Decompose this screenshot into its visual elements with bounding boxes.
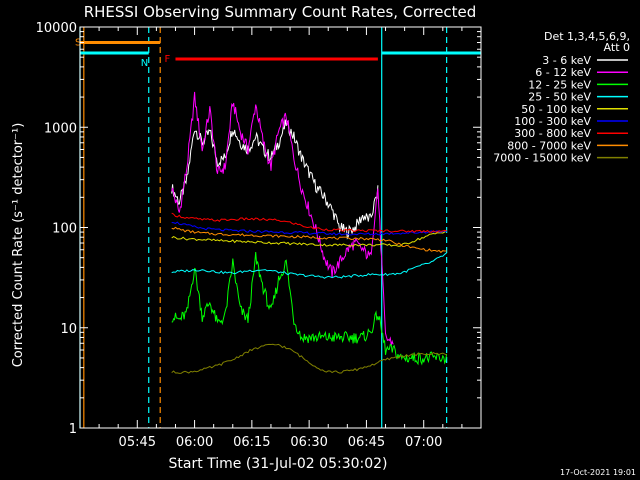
series-line-1	[171, 91, 394, 346]
chart-title: RHESSI Observing Summary Count Rates, Co…	[84, 3, 477, 21]
legend-label-8: 7000 - 15000 keV	[493, 152, 591, 165]
legend-label-7: 800 - 7000 keV	[507, 139, 591, 152]
flag-label-0: S	[75, 38, 81, 49]
flag-label-1: N	[141, 58, 148, 69]
series-line-7	[171, 226, 447, 254]
x-tick-label-4: 06:45	[348, 435, 385, 450]
y-tick-label-3: 1000	[44, 121, 77, 136]
x-tick-label-0: 05:45	[119, 435, 156, 450]
legend-label-5: 100 - 300 keV	[514, 115, 591, 128]
x-tick-label-2: 06:15	[233, 435, 270, 450]
legend-label-3: 25 - 50 keV	[528, 91, 591, 104]
legend-label-6: 300 - 800 keV	[514, 127, 591, 140]
x-tick-label-3: 06:30	[290, 435, 327, 450]
legend-label-0: 3 - 6 keV	[542, 54, 591, 67]
y-tick-label-1: 10	[60, 322, 77, 337]
series-line-6	[171, 212, 447, 233]
legend-label-1: 6 - 12 keV	[535, 66, 591, 79]
y-tick-label-0: 1	[69, 422, 77, 437]
series-line-2	[171, 252, 448, 366]
series-line-4	[171, 230, 447, 247]
legend-label-4: 50 - 100 keV	[521, 103, 591, 116]
legend-label-2: 12 - 25 keV	[528, 78, 591, 91]
series-line-5	[171, 221, 447, 236]
x-tick-label-1: 06:00	[176, 435, 213, 450]
flag-label-3: F	[164, 54, 170, 65]
series-line-8	[171, 343, 447, 374]
y-tick-label-4: 10000	[36, 21, 77, 36]
x-tick-label-5: 07:00	[405, 435, 442, 450]
legend-title: Det 1,3,4,5,6,9,	[544, 30, 630, 43]
footer-timestamp: 17-Oct-2021 19:01	[560, 468, 636, 477]
x-axis-label: Start Time (31-Jul-02 05:30:02)	[168, 456, 387, 472]
y-axis-label: Corrected Count Rate (s⁻¹ detector⁻¹)	[11, 123, 26, 368]
y-tick-label-2: 100	[52, 222, 77, 237]
legend-subtitle: Att 0	[604, 41, 630, 54]
series-line-3	[171, 252, 447, 279]
plot-area: S N F 1 10 100 1000 10000 05:45 06:00 06:15 06:30 06…	[36, 21, 482, 450]
